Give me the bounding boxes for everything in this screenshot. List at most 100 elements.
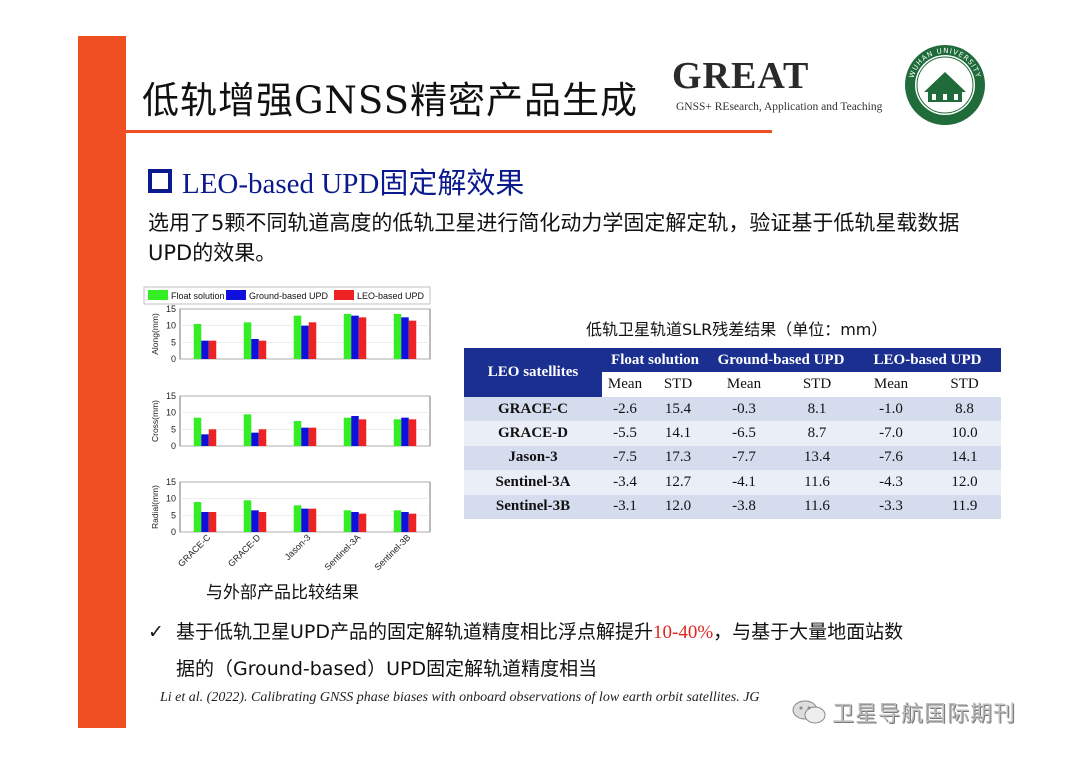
watermark-text: 卫星导航国际期刊 — [832, 702, 1017, 727]
legend-label: Ground-based UPD — [249, 291, 329, 301]
y-tick-label: 15 — [166, 304, 176, 314]
citation: Li et al. (2022). Calibrating GNSS phase… — [160, 690, 760, 705]
legend-label: Float solution — [171, 291, 225, 301]
bar — [408, 320, 417, 359]
y-tick-label: 5 — [171, 337, 176, 347]
bar — [193, 324, 202, 359]
table-caption: 低轨卫星轨道SLR残差结果（单位：mm） — [586, 320, 888, 339]
bar — [393, 510, 402, 532]
table-cell: 11.6 — [780, 470, 854, 495]
left-accent-bar — [78, 36, 126, 728]
bar — [208, 512, 217, 532]
bar — [293, 421, 302, 446]
bar — [293, 505, 302, 532]
table-cell: 11.6 — [780, 494, 854, 519]
table-cell: -0.3 — [708, 397, 780, 422]
table-cell: 13.4 — [780, 445, 854, 471]
table-cell: -7.6 — [854, 445, 928, 471]
table-group-header: Float solution — [602, 348, 708, 372]
table-cell: 8.7 — [780, 421, 854, 446]
conclusion-part1: 基于低轨卫星UPD产品的固定解轨道精度相比浮点解提升 — [176, 621, 653, 643]
table-cell: -6.5 — [708, 421, 780, 446]
square-bullet-icon — [148, 169, 172, 193]
bar — [258, 512, 267, 532]
table-row: Sentinel-3A -3.4 12.7 -4.1 11.6 -4.3 12.… — [464, 470, 1001, 495]
table-corner-header: LEO satellites — [464, 348, 602, 397]
x-tick-label: Sentinel-3A — [322, 532, 362, 572]
bar — [293, 315, 302, 359]
x-tick-label: GRACE-D — [226, 532, 263, 569]
table-cell-satellite: Sentinel-3B — [464, 494, 602, 519]
bar — [193, 417, 202, 446]
table-subheader: Mean — [854, 372, 928, 397]
bar — [401, 317, 409, 359]
table-cell: 12.7 — [648, 470, 708, 495]
y-tick-label: 10 — [166, 321, 176, 331]
table-cell: -5.5 — [602, 421, 648, 446]
bar — [193, 502, 202, 532]
bar — [393, 419, 402, 446]
table-cell: 8.1 — [780, 397, 854, 422]
table-subheader: Mean — [602, 372, 648, 397]
y-axis-label: Cross(mm) — [150, 400, 160, 442]
table-cell: -7.7 — [708, 445, 780, 471]
table-cell: -4.3 — [854, 470, 928, 495]
section-heading-text: LEO-based UPD固定解效果 — [182, 168, 525, 200]
bar — [251, 432, 259, 446]
table-cell: -4.1 — [708, 470, 780, 495]
legend-label: LEO-based UPD — [357, 291, 425, 301]
bar — [358, 513, 367, 532]
table-cell: 11.9 — [928, 494, 1001, 519]
table-cell: 15.4 — [648, 397, 708, 422]
table-subheader: STD — [928, 372, 1001, 397]
table-cell: -1.0 — [854, 397, 928, 422]
conclusion-line2: 据的（Ground-based）UPD固定解轨道精度相当 — [176, 658, 598, 680]
great-logo-tagline: GNSS+ REsearch, Application and Teaching — [676, 101, 883, 113]
checkmark-icon: ✓ — [148, 621, 164, 643]
section-description: 选用了5颗不同轨道高度的低轨卫星进行简化动力学固定解定轨，验证基于低轨星载数据U… — [148, 211, 960, 265]
watermark: 卫星导航国际期刊 — [792, 696, 1016, 728]
bar — [258, 429, 267, 446]
y-axis-label: Radial(mm) — [150, 485, 160, 529]
x-tick-label: GRACE-C — [176, 532, 213, 569]
bar — [401, 417, 409, 446]
table-cell-satellite: GRACE-D — [464, 421, 602, 446]
bar — [351, 315, 359, 359]
bar — [308, 508, 317, 532]
table-group-header: Ground-based UPD — [708, 348, 854, 372]
orbit-comparison-bar-chart: Float solution Ground-based UPD LEO-based … — [143, 286, 431, 572]
bar — [208, 340, 217, 359]
bar — [351, 512, 359, 532]
legend-swatch — [334, 290, 354, 300]
table-cell: -2.6 — [602, 397, 648, 422]
table-cell: 12.0 — [928, 470, 1001, 495]
bar — [358, 419, 367, 446]
bar — [408, 513, 417, 532]
table-cell: 8.8 — [928, 397, 1001, 422]
bar — [393, 314, 402, 359]
conclusion-text: ✓ 基于低轨卫星UPD产品的固定解轨道精度相比浮点解提升10-40%，与基于大量地… — [148, 614, 978, 687]
section-heading: LEO-based UPD固定解效果 — [148, 160, 524, 202]
bar — [243, 414, 252, 446]
table-row: Jason-3 -7.5 17.3 -7.7 13.4 -7.6 14.1 — [464, 445, 1001, 471]
bar — [243, 500, 252, 532]
bar — [351, 416, 359, 446]
table-cell: 17.3 — [648, 445, 708, 471]
bar — [408, 419, 417, 446]
bar — [251, 339, 259, 359]
bar — [308, 322, 317, 359]
x-tick-label: Sentinel-3B — [372, 532, 412, 572]
y-tick-label: 0 — [171, 354, 176, 364]
table-subheader: STD — [780, 372, 854, 397]
table-cell-satellite: Sentinel-3A — [464, 470, 602, 495]
table-row: GRACE-D -5.5 14.1 -6.5 8.7 -7.0 10.0 — [464, 421, 1001, 446]
table-cell: -3.3 — [854, 494, 928, 519]
bar — [201, 434, 209, 446]
bar — [243, 322, 252, 359]
legend-swatch — [148, 290, 168, 300]
legend-swatch — [226, 290, 246, 300]
bar — [301, 508, 309, 532]
bar — [343, 314, 352, 359]
y-tick-label: 0 — [171, 441, 176, 451]
table-cell: -3.4 — [602, 470, 648, 495]
